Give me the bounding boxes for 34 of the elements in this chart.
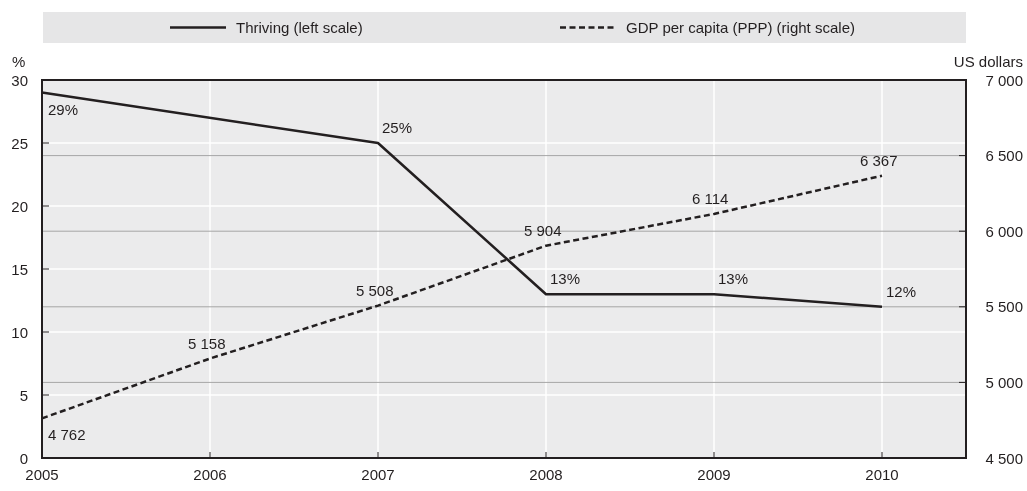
y-tick-label: 25 <box>11 134 28 152</box>
y-tick-label: 30 <box>11 71 28 89</box>
data-label: 29% <box>48 100 79 118</box>
data-label: 6 114 <box>692 189 729 207</box>
data-label: 13% <box>550 270 581 288</box>
y-axis-title: % <box>12 53 26 70</box>
x-tick-label: 2005 <box>25 466 59 483</box>
x-tick-label: 2006 <box>193 466 227 483</box>
y-tick-label: 15 <box>11 260 28 278</box>
data-label: 4 762 <box>48 426 86 444</box>
y2-tick-label: 7 000 <box>985 71 1023 89</box>
data-label: 5 158 <box>188 334 226 352</box>
y2-tick-label: 5 500 <box>985 298 1023 316</box>
y2-tick-label: 6 000 <box>985 222 1023 240</box>
legend-label: Thriving (left scale) <box>236 19 363 36</box>
data-label: 5 904 <box>524 221 562 239</box>
data-label: 6 367 <box>860 151 898 169</box>
y2-axis-title: US dollars <box>953 53 1023 70</box>
data-label: 12% <box>886 282 917 300</box>
y-tick-label: 20 <box>11 197 28 215</box>
y2-tick-label: 5 000 <box>985 373 1023 391</box>
x-tick-label: 2008 <box>529 466 563 483</box>
data-label: 13% <box>718 270 749 288</box>
x-tick-label: 2010 <box>865 466 899 483</box>
y2-tick-label: 6 500 <box>985 147 1023 165</box>
y-tick-label: 5 <box>19 386 28 404</box>
legend-label: GDP per capita (PPP) (right scale) <box>626 19 855 36</box>
data-label: 5 508 <box>356 281 394 299</box>
x-tick-label: 2007 <box>361 466 395 483</box>
y2-tick-label: 4 500 <box>985 449 1023 467</box>
x-tick-label: 2009 <box>697 466 731 483</box>
y-tick-label: 0 <box>19 449 28 467</box>
y-tick-label: 10 <box>11 323 28 341</box>
data-label: 25% <box>382 119 413 136</box>
